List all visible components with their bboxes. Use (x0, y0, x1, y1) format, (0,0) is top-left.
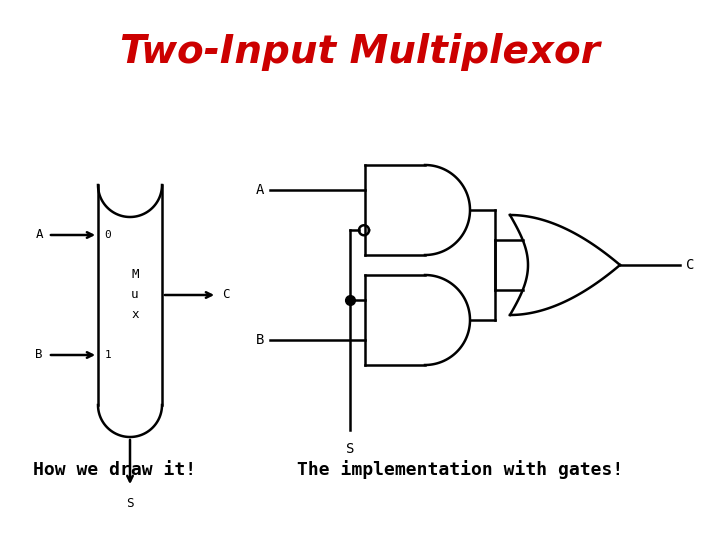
Text: How we draw it!: How we draw it! (33, 461, 197, 479)
Text: A: A (35, 228, 43, 241)
Text: C: C (686, 258, 694, 272)
Text: u: u (131, 288, 139, 301)
Text: B: B (35, 348, 43, 361)
Text: x: x (131, 308, 139, 321)
Text: A: A (256, 183, 264, 197)
Text: B: B (256, 333, 264, 347)
Text: The implementation with gates!: The implementation with gates! (297, 461, 623, 480)
Text: 1: 1 (104, 350, 112, 360)
Text: M: M (131, 268, 139, 281)
Text: Two-Input Multiplexor: Two-Input Multiplexor (120, 33, 600, 71)
Text: 0: 0 (104, 230, 112, 240)
Text: S: S (126, 497, 134, 510)
Text: S: S (346, 442, 354, 456)
Text: C: C (222, 288, 230, 301)
